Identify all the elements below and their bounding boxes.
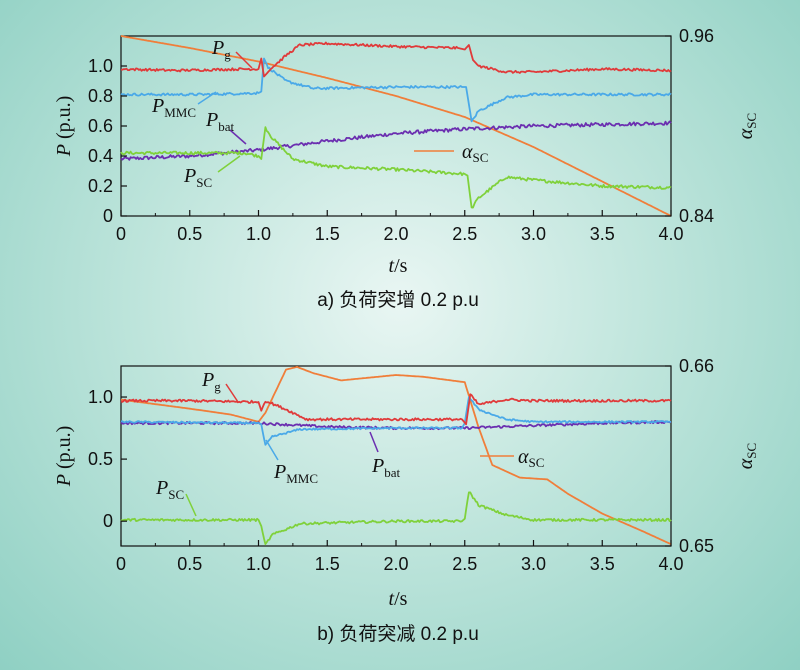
chart-b-y-label: P (p.u.)	[53, 426, 75, 488]
chart-a-x-tick-label: 1.5	[315, 224, 340, 244]
chart-a-x-label: t/s	[389, 255, 408, 277]
chart-b-x-tick-label: 3.0	[521, 554, 546, 574]
chart-a: 0 0.5 1.0 1.5 2.0 2.5 3.0 3.5 4.0 0 0.2 0.4 0.6 0.8 1…	[53, 26, 759, 311]
chart-b-x-tick-label: 2.5	[452, 554, 477, 574]
chart-b-label-asc: αSC	[480, 446, 544, 470]
chart-a-y2-label: αSC	[735, 113, 759, 139]
chart-a-x-tick-label: 3.5	[590, 224, 615, 244]
svg-text:Pg: Pg	[211, 37, 231, 62]
chart-a-x-tick-label: 0.5	[177, 224, 202, 244]
chart-a-series-pg	[120, 41, 672, 78]
chart-b-series-asc	[120, 366, 672, 546]
chart-a-y-tick-label: 0.4	[88, 146, 113, 166]
chart-b-y2-tick-label: 0.65	[679, 536, 714, 556]
chart-a-y-ticks: 0 0.2 0.4 0.6 0.8 1.0	[88, 56, 127, 226]
chart-a-caption: a) 负荷突增 0.2 p.u	[317, 289, 479, 311]
chart-a-x-tick-label: 2.5	[452, 224, 477, 244]
chart-b-series-pmmc	[120, 396, 672, 446]
chart-b-y-tick-label: 0	[103, 511, 113, 531]
chart-a-series-pbat	[120, 120, 672, 161]
chart-b-y-tick-label: 1.0	[88, 387, 113, 407]
chart-a-series-pmmc	[120, 57, 672, 123]
chart-a-y-tick-label: 0.6	[88, 116, 113, 136]
chart-a-label-pmmc: PMMC	[151, 91, 217, 120]
chart-b-series	[120, 366, 672, 546]
chart-b-x-tick-label: 0.5	[177, 554, 202, 574]
chart-a-label-pbat: Pbat	[205, 109, 247, 145]
chart-b-x-tick-label: 2.0	[383, 554, 408, 574]
chart-a-y-tick-label: 1.0	[88, 56, 113, 76]
chart-b-x-tick-label: 3.5	[590, 554, 615, 574]
chart-a-x-tick-label: 2.0	[383, 224, 408, 244]
chart-b-y2-label: αSC	[735, 443, 759, 469]
chart-b-caption: b) 负荷突减 0.2 p.u	[317, 623, 479, 645]
chart-b-label-psc: PSC	[155, 477, 197, 517]
chart-a-x-tick-label: 4.0	[658, 224, 683, 244]
chart-a-series-asc	[120, 35, 672, 217]
svg-text:PSC: PSC	[155, 477, 184, 502]
chart-b: 0 0.5 1.0 1.5 2.0 2.5 3.0 3.5 4.0 00.51.0 0.650.…	[53, 356, 759, 645]
chart-a-label-asc: αSC	[414, 141, 488, 165]
chart-b-y-ticks: 0 0.5 1.0	[88, 387, 127, 531]
svg-text:Pbat: Pbat	[205, 109, 234, 134]
chart-a-y2-ticks: 0.84 0.96	[665, 26, 714, 226]
chart-a-label-pg: Pg	[211, 37, 253, 69]
chart-a-y-tick-label: 0.8	[88, 86, 113, 106]
chart-b-y2-tick-label: 0.66	[679, 356, 714, 376]
chart-b-label-pg: Pg	[201, 369, 239, 403]
chart-b-x-label: t/s	[389, 588, 408, 610]
chart-b-series-pg	[120, 393, 672, 426]
chart-a-y-label: P (p.u.)	[53, 96, 75, 158]
chart-b-y-tick-label: 0.5	[88, 449, 113, 469]
chart-a-x-tick-label: 3.0	[521, 224, 546, 244]
chart-b-x-tick-label: 0	[116, 554, 126, 574]
svg-text:PMMC: PMMC	[151, 95, 196, 120]
chart-b-x-ticks: 0 0.5 1.0 1.5 2.0 2.5 3.0 3.5 4.0	[116, 540, 684, 574]
chart-a-y-tick-label: 0.2	[88, 176, 113, 196]
svg-text:αSC: αSC	[518, 446, 544, 470]
chart-a-label-psc: PSC	[183, 155, 241, 190]
svg-text:PSC: PSC	[183, 165, 212, 190]
chart-b-y2-ticks: 0.65 0.66	[665, 356, 714, 556]
svg-text:αSC: αSC	[462, 141, 488, 165]
chart-b-x-tick-label: 1.5	[315, 554, 340, 574]
chart-b-x-tick-label: 4.0	[658, 554, 683, 574]
chart-a-x-tick-label: 1.0	[246, 224, 271, 244]
chart-b-x-tick-label: 1.0	[246, 554, 271, 574]
svg-text:Pg: Pg	[201, 369, 221, 394]
chart-a-y2-tick-label: 0.96	[679, 26, 714, 46]
svg-text:Pbat: Pbat	[371, 455, 400, 480]
chart-a-series-psc	[120, 126, 672, 209]
chart-b-label-pmmc: PMMC	[265, 439, 318, 486]
chart-b-label-pbat: Pbat	[369, 431, 400, 480]
chart-b-series-psc	[120, 491, 672, 545]
chart-a-x-tick-label: 0	[116, 224, 126, 244]
svg-text:PMMC: PMMC	[273, 461, 318, 486]
chart-a-y-tick-label: 0	[103, 206, 113, 226]
chart-a-x-ticks: 0 0.5 1.0 1.5 2.0 2.5 3.0 3.5 4.0	[116, 210, 684, 244]
chart-a-y2-tick-label: 0.84	[679, 206, 714, 226]
